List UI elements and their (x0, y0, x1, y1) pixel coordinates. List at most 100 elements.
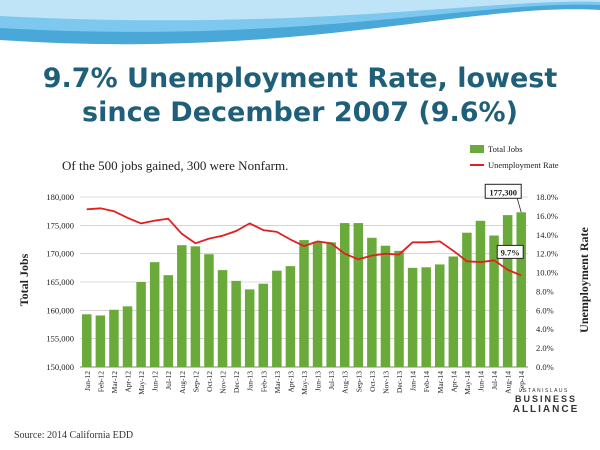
y2-tick-label: 4.0% (536, 324, 554, 334)
bar-total-jobs (502, 215, 513, 367)
x-tick-label: Sep-13 (354, 371, 363, 392)
bar-total-jobs (516, 212, 526, 367)
slide-title: 9.7% Unemployment Rate, lowest since Dec… (0, 62, 600, 130)
x-tick-label: Jul-13 (327, 371, 336, 390)
bar-total-jobs (136, 282, 146, 367)
x-tick-label: May-14 (463, 371, 472, 395)
x-tick-label: Mar-12 (110, 371, 119, 394)
y2-tick-label: 18.0% (536, 192, 558, 202)
x-tick-label: Jan-12 (83, 371, 92, 391)
y2-tick-label: 6.0% (536, 305, 554, 315)
logo-line1: STANISLAUS (523, 388, 569, 394)
bar-total-jobs (421, 267, 431, 367)
y2-tick-label: 14.0% (536, 230, 558, 240)
annotation-box-unemployment-rate (496, 244, 524, 259)
y-axis-label: Total Jobs (17, 253, 31, 306)
x-tick-label: Aug-14 (504, 371, 513, 394)
y-tick-label: 165,000 (46, 277, 74, 287)
x-tick-label: Jan-14 (409, 371, 418, 391)
bar-total-jobs (435, 264, 445, 367)
bar-total-jobs (95, 315, 106, 367)
x-tick-label: May-12 (137, 371, 146, 395)
x-tick-label: Sep-12 (191, 371, 200, 392)
y2-tick-label: 16.0% (536, 211, 558, 221)
y2-tick-label: 8.0% (536, 286, 554, 296)
logo-line3: ALLIANCE (512, 404, 580, 415)
bar-total-jobs (448, 256, 459, 367)
legend-swatch-total-jobs (470, 145, 484, 153)
x-tick-label: Aug-12 (178, 371, 187, 394)
x-tick-label: Jun-14 (476, 371, 485, 392)
x-tick-label: Oct-13 (368, 371, 377, 392)
x-tick-label: Feb-14 (422, 371, 431, 392)
x-tick-label: Feb-12 (96, 371, 105, 392)
y2-tick-label: 2.0% (536, 343, 554, 353)
x-tick-label: Jul-12 (164, 371, 173, 390)
x-tick-label: Feb-13 (259, 371, 268, 392)
bar-total-jobs (353, 223, 364, 367)
bar-total-jobs (312, 241, 323, 367)
x-tick-label: Nov-13 (381, 371, 390, 394)
y-tick-label: 150,000 (46, 362, 74, 372)
bar-total-jobs (462, 232, 472, 367)
header-wave-decoration (0, 0, 600, 45)
bar-total-jobs (489, 235, 499, 367)
bar-total-jobs (339, 223, 350, 367)
x-tick-label: Jun-13 (314, 371, 323, 392)
x-tick-label: May-13 (300, 371, 309, 395)
chart-subtitle: Of the 500 jobs gained, 300 were Nonfarm… (62, 158, 288, 173)
annotation-label-unemployment-rate: 9.7% (501, 247, 520, 257)
bar-total-jobs (149, 262, 160, 367)
y-tick-label: 155,000 (46, 334, 74, 344)
annotation-label-total-jobs: 177,300 (489, 187, 517, 197)
y-tick-label: 160,000 (46, 305, 74, 315)
bar-total-jobs (407, 267, 418, 367)
x-tick-label: Apr-13 (286, 371, 295, 393)
y2-tick-label: 12.0% (536, 249, 558, 259)
x-tick-label: Oct-12 (205, 371, 214, 392)
y-tick-label: 175,000 (46, 220, 74, 230)
y-tick-label: 180,000 (46, 192, 74, 202)
bar-total-jobs (190, 246, 201, 367)
business-alliance-logo: STANISLAUS BUSINESS ALLIANCE (498, 388, 594, 415)
bar-total-jobs (258, 283, 269, 367)
bar-total-jobs (326, 242, 336, 367)
line-unemployment-rate (86, 207, 522, 277)
bar-total-jobs (380, 245, 391, 367)
slide-title-line1: 9.7% Unemployment Rate, lowest (42, 63, 558, 94)
x-tick-label: Aug-13 (341, 371, 350, 394)
bar-total-jobs (475, 220, 486, 367)
logo-line2: BUSINESS (514, 394, 577, 404)
x-tick-label: Dec-12 (232, 371, 241, 393)
legend-label-unemployment-rate: Unemployment Rate (488, 160, 559, 170)
y2-tick-label: 10.0% (536, 268, 558, 278)
bar-total-jobs (299, 240, 309, 367)
x-tick-label: Mar-13 (273, 371, 282, 394)
bar-total-jobs (163, 275, 173, 367)
y2-axis-label: Unemployment Rate (577, 227, 591, 333)
annotation-box-total-jobs (484, 183, 522, 199)
y2-tick-label: 0.0% (536, 362, 554, 372)
x-tick-label: Dec-13 (395, 371, 404, 393)
bar-total-jobs (109, 309, 119, 367)
x-tick-label: Sep-14 (517, 371, 526, 392)
bar-total-jobs (217, 270, 228, 367)
bar-total-jobs (204, 254, 214, 367)
x-tick-label: Apr-14 (449, 371, 458, 393)
bar-total-jobs (272, 270, 282, 367)
bar-total-jobs (394, 250, 404, 367)
annotation-leader-total-jobs (516, 198, 522, 213)
source-note: Source: 2014 California EDD (14, 430, 134, 441)
x-tick-label: Apr-12 (124, 371, 133, 393)
x-tick-label: Jun-12 (151, 371, 160, 392)
x-tick-label: Jan-13 (246, 371, 255, 391)
bar-total-jobs (244, 289, 255, 367)
slide-title-line2: since December 2007 (9.6%) (82, 97, 518, 128)
legend-label-total-jobs: Total Jobs (488, 144, 523, 154)
bar-total-jobs (285, 266, 296, 367)
x-tick-label: Nov-12 (219, 371, 228, 394)
bar-total-jobs (122, 306, 133, 367)
x-tick-label: Mar-14 (436, 371, 445, 394)
bar-total-jobs (177, 245, 187, 367)
